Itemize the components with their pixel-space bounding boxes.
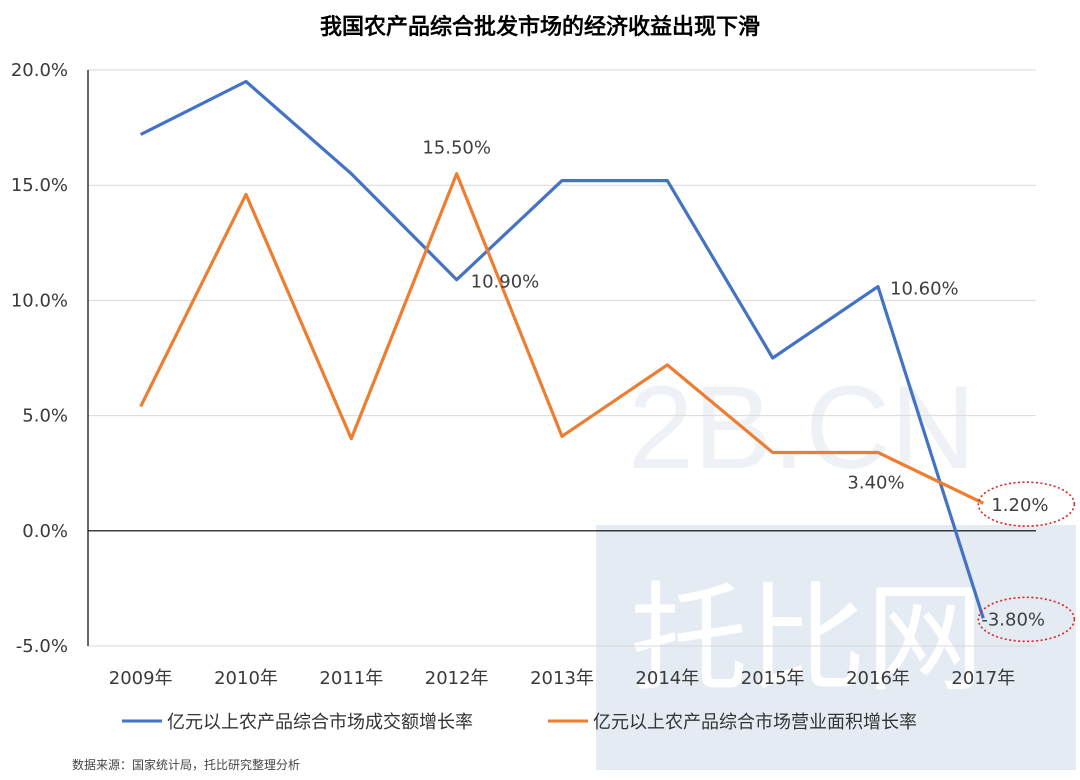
data-label: 1.20% — [991, 495, 1048, 516]
data-label: -3.80% — [981, 609, 1045, 630]
y-tick-label: 5.0% — [22, 406, 68, 427]
x-tick-label: 2017年 — [951, 668, 1015, 689]
data-label: 3.40% — [847, 472, 904, 493]
y-tick-label: 0.0% — [22, 521, 68, 542]
highlight-ellipses — [977, 481, 1076, 643]
x-tick-label: 2014年 — [635, 668, 699, 689]
data-labels: 15.50% 10.90% 10.60% 3.40% 1.20% -3.80% — [422, 138, 1048, 631]
x-tick-label: 2013年 — [530, 668, 594, 689]
x-axis-ticks: 2009年 2010年 2011年 2012年 2013年 2014年 2015年 2016年… — [109, 668, 1015, 689]
watermark-cjk: 托比网 — [630, 570, 984, 708]
y-tick-label: -5.0% — [16, 636, 68, 657]
series-line-2 — [139, 172, 984, 505]
highlight-ellipse — [977, 596, 1076, 643]
legend-label-series-2: 亿元以上农产品综合市场营业面积增长率 — [593, 712, 917, 733]
y-tick-label: 15.0% — [11, 175, 68, 196]
watermark: 2B.CN 托比网 — [596, 362, 1076, 770]
legend: 亿元以上农产品综合市场成交额增长率 亿元以上农产品综合市场营业面积增长率 — [122, 712, 917, 733]
chart-title: 我国农产品综合批发市场的经济收益出现下滑 — [320, 14, 760, 40]
y-tick-label: 10.0% — [11, 290, 68, 311]
series-line-1 — [139, 79, 985, 619]
x-tick-label: 2009年 — [109, 668, 173, 689]
x-tick-label: 2015年 — [741, 668, 805, 689]
x-tick-label: 2016年 — [846, 668, 910, 689]
highlight-ellipse — [977, 481, 1076, 527]
series-lines — [139, 79, 985, 619]
data-label: 15.50% — [422, 138, 491, 159]
x-tick-label: 2012年 — [425, 668, 489, 689]
watermark-block — [596, 525, 1076, 770]
y-tick-label: 20.0% — [11, 60, 68, 81]
gridlines — [87, 69, 1036, 647]
x-tick-label: 2010年 — [214, 668, 278, 689]
y-axis-ticks: 20.0% 15.0% 10.0% 5.0% 0.0% -5.0% — [11, 60, 68, 657]
data-label: 10.60% — [890, 279, 959, 300]
source-note: 数据来源：国家统计局，托比研究整理分析 — [72, 757, 300, 772]
data-label: 10.90% — [471, 272, 540, 293]
x-tick-label: 2011年 — [319, 668, 383, 689]
legend-label-series-1: 亿元以上农产品综合市场成交额增长率 — [167, 712, 473, 733]
